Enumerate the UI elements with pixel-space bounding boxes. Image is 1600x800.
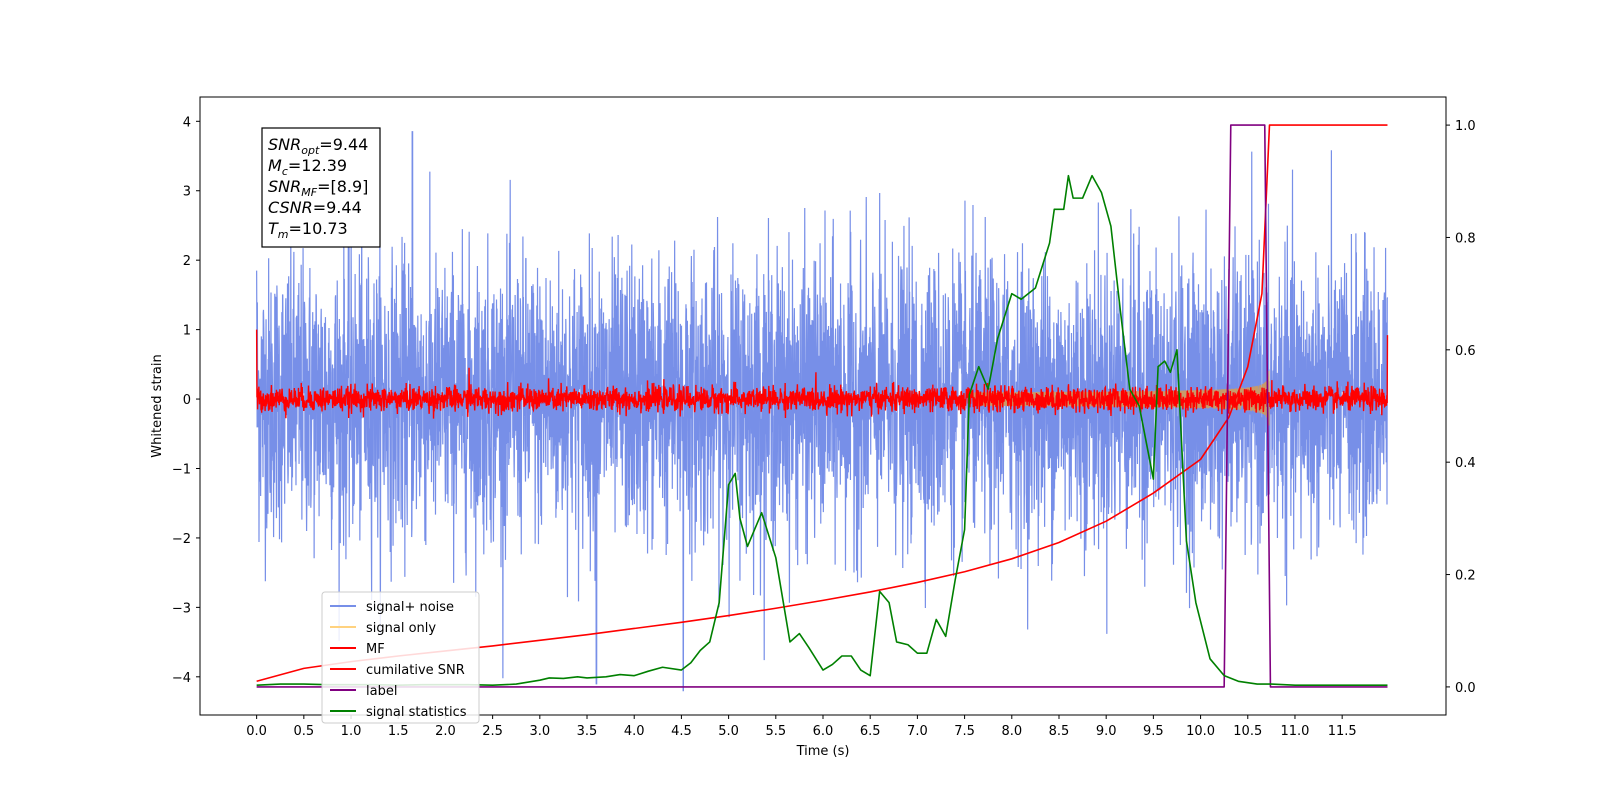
x-tick-label: 10.5 xyxy=(1233,724,1262,739)
x-tick-label: 7.0 xyxy=(907,724,928,739)
x-tick-label: 9.0 xyxy=(1096,724,1117,739)
y-tick-label: 4 xyxy=(183,115,191,130)
series-signal-statistics-line xyxy=(256,174,1388,687)
y-tick-label: 1 xyxy=(183,324,191,339)
x-tick-label: 4.5 xyxy=(671,724,692,739)
x-tick-label: 6.5 xyxy=(860,724,881,739)
legend: signal+ noise signal only MF cumilative SNR… xyxy=(321,591,480,724)
x-axis: 0.0 0.5 1.0 1.5 2.0 2.5 3.0 3.5 4.0 4.5 5.0 5.5 6.0 6… xyxy=(246,715,1357,739)
legend-label: cumilative SNR xyxy=(366,663,465,678)
annotation-line: Tm=10.73 xyxy=(268,219,348,241)
x-tick-label: 8.0 xyxy=(1001,724,1022,739)
x-tick-label: 0.0 xyxy=(246,724,267,739)
y-tick-label: −2 xyxy=(172,532,191,547)
y2-tick-label: 0.4 xyxy=(1455,456,1476,471)
x-tick-label: 11.5 xyxy=(1328,724,1357,739)
x-tick-label: 2.0 xyxy=(435,724,456,739)
y-tick-label: 0 xyxy=(183,393,191,408)
y-axis-title: Whitened strain xyxy=(150,354,165,457)
legend-label: label xyxy=(366,684,397,699)
annotation-line: CSNR=9.44 xyxy=(268,198,362,217)
y2-tick-label: 1.0 xyxy=(1455,119,1476,134)
y2-tick-label: 0.2 xyxy=(1455,569,1476,584)
x-tick-label: 1.0 xyxy=(341,724,362,739)
legend-label: signal+ noise xyxy=(366,600,454,615)
y-tick-label: −3 xyxy=(172,601,191,616)
y-tick-label: 2 xyxy=(183,254,191,269)
x-tick-label: 10.0 xyxy=(1186,724,1215,739)
annotation-line: SNRMF=[8.9] xyxy=(268,177,368,199)
y-axis-right: 0.0 0.2 0.4 0.6 0.8 1.0 xyxy=(1446,119,1476,696)
x-tick-label: 6.0 xyxy=(813,724,834,739)
legend-label: signal statistics xyxy=(366,705,467,720)
series-signal-plus-noise-line xyxy=(256,131,1389,692)
x-tick-label: 4.0 xyxy=(624,724,645,739)
x-tick-label: 8.5 xyxy=(1049,724,1070,739)
y2-tick-label: 0.8 xyxy=(1455,231,1476,246)
y-tick-label: −4 xyxy=(172,671,191,686)
annotation-frame xyxy=(261,127,381,248)
series-label-line xyxy=(256,124,1388,688)
x-tick-label: 2.5 xyxy=(482,724,503,739)
x-tick-label: 1.5 xyxy=(388,724,409,739)
x-tick-label: 11.0 xyxy=(1280,724,1309,739)
legend-label: signal only xyxy=(366,621,436,636)
annotation-line: Mc=12.39 xyxy=(268,156,347,178)
legend-label: MF xyxy=(366,642,385,657)
y2-tick-label: 0.0 xyxy=(1455,681,1476,696)
x-tick-label: 7.5 xyxy=(954,724,975,739)
x-tick-label: 5.0 xyxy=(718,724,739,739)
x-tick-label: 9.5 xyxy=(1143,724,1164,739)
x-tick-label: 3.0 xyxy=(529,724,550,739)
annotation-line: SNRopt=9.44 xyxy=(268,135,368,157)
y-tick-label: −1 xyxy=(172,462,191,477)
x-tick-label: 0.5 xyxy=(293,724,314,739)
series-mf-line xyxy=(255,329,1389,419)
legend-frame xyxy=(321,591,480,724)
y-tick-label: 3 xyxy=(183,185,191,200)
y-axis-left: −4 −3 −2 −1 0 1 2 3 4 xyxy=(172,115,200,686)
x-tick-label: 3.5 xyxy=(577,724,598,739)
x-tick-label: 5.5 xyxy=(765,724,786,739)
x-axis-title: Time (s) xyxy=(796,744,850,759)
y2-tick-label: 0.6 xyxy=(1455,344,1476,359)
